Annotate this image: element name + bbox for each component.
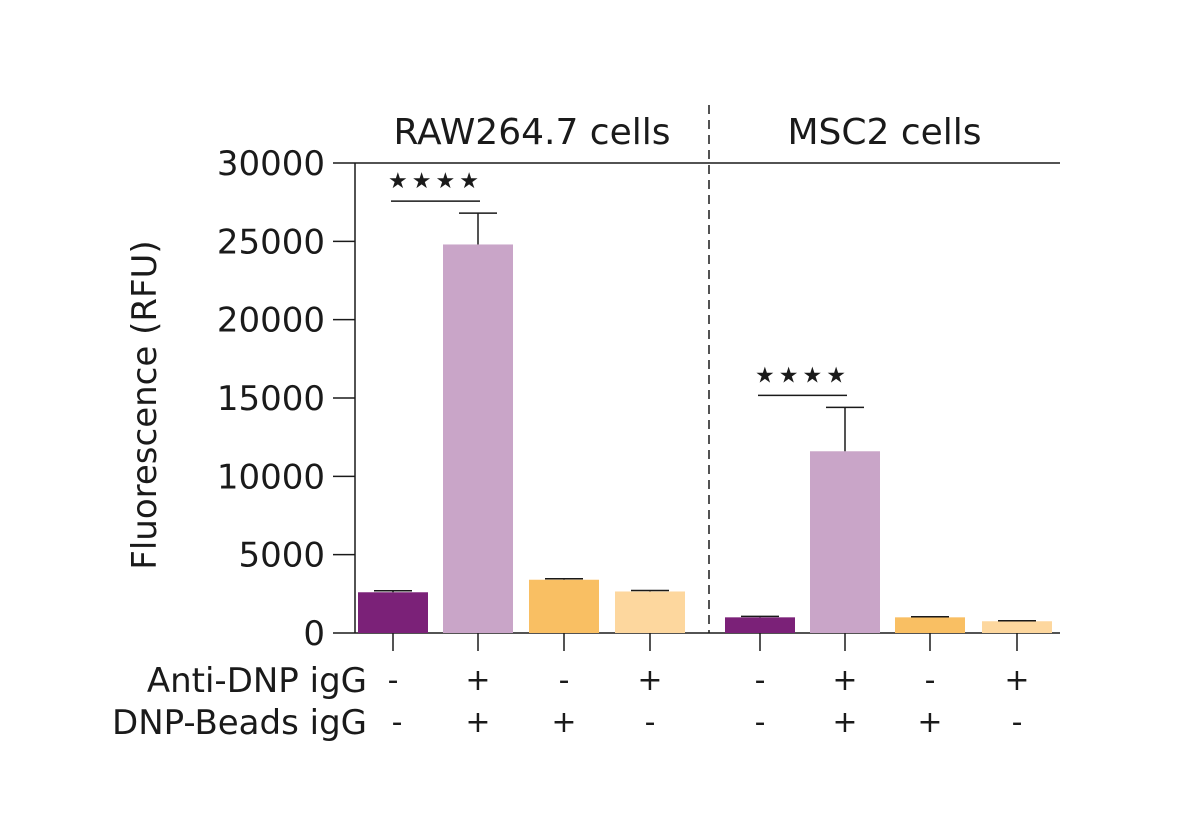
y-tick-label: 0 — [303, 614, 325, 654]
y-tick-label: 20000 — [217, 301, 325, 341]
condition-sign: - — [925, 663, 936, 698]
condition-sign: - — [645, 705, 656, 740]
condition-sign: + — [465, 663, 490, 698]
group-title: MSC2 cells — [787, 112, 981, 153]
condition-sign: - — [392, 705, 403, 740]
bars — [358, 212, 1052, 633]
bar — [725, 617, 795, 633]
y-tick-label: 15000 — [217, 379, 325, 419]
condition-sign: + — [832, 663, 857, 698]
significance-stars: ★★★★ — [755, 363, 850, 388]
bar — [358, 592, 428, 633]
condition-sign: + — [637, 663, 662, 698]
condition-sign: - — [755, 663, 766, 698]
condition-sign: + — [1004, 663, 1029, 698]
condition-sign: - — [1012, 705, 1023, 740]
bar — [443, 244, 513, 633]
condition-sign: - — [755, 705, 766, 740]
annotations: RAW264.7 cells ★★★★ MSC2 cells ★★★★ — [388, 112, 982, 397]
condition-sign: + — [832, 705, 857, 740]
condition-table: Anti-DNP igG - + - + - + - +DNP-Beads igG - + + - - + +… — [112, 661, 1030, 743]
condition-sign: + — [551, 705, 576, 740]
bar — [529, 579, 599, 633]
condition-label: Anti-DNP igG — [147, 661, 367, 701]
axes: 0 5000 10000 15000 20000 25000 30000 Fluorescen… — [125, 105, 1060, 654]
bar — [895, 617, 965, 633]
bar — [810, 451, 880, 633]
y-tick-label: 30000 — [217, 144, 325, 184]
y-tick-label: 10000 — [217, 457, 325, 497]
condition-sign: - — [388, 663, 399, 698]
significance-stars: ★★★★ — [388, 169, 483, 194]
condition-sign: + — [465, 705, 490, 740]
y-tick-label: 25000 — [217, 222, 325, 262]
group-title: RAW264.7 cells — [393, 112, 670, 153]
y-tick-label: 5000 — [238, 536, 325, 576]
y-axis-title: Fluorescence (RFU) — [125, 240, 165, 569]
bar — [615, 591, 685, 633]
bar — [982, 621, 1052, 633]
condition-sign: - — [559, 663, 570, 698]
condition-sign: + — [917, 705, 942, 740]
condition-label: DNP-Beads igG — [112, 703, 367, 743]
